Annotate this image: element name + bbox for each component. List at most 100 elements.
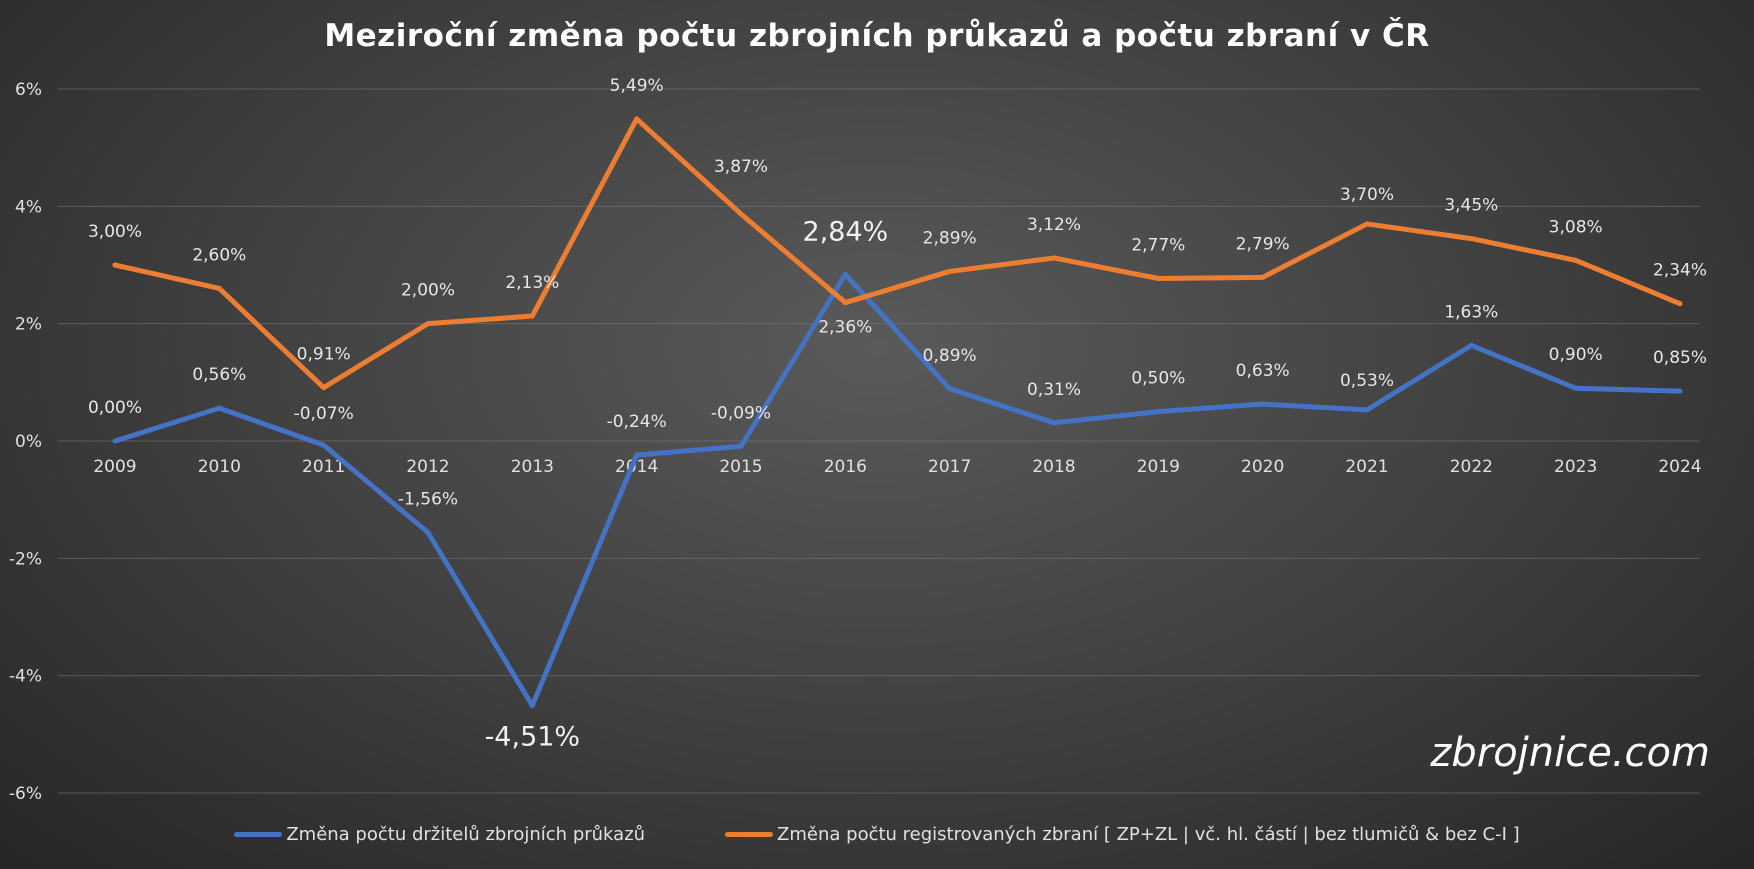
data-point-s1: [1364, 221, 1370, 227]
data-label-s1: 2,89%: [923, 228, 977, 248]
data-point-s0: [1468, 342, 1474, 348]
x-tick-label: 2010: [198, 457, 241, 477]
y-tick-label: -6%: [9, 784, 42, 804]
data-point-s1: [1155, 275, 1161, 281]
x-tick-label: 2009: [93, 457, 136, 477]
data-label-s1: 2,77%: [1131, 235, 1185, 255]
data-label-s1: 0,91%: [297, 345, 351, 365]
data-label-s0: -4,51%: [485, 722, 581, 753]
data-label-s0: 2,84%: [802, 216, 888, 247]
x-tick-label: 2017: [928, 457, 971, 477]
y-tick-label: 6%: [15, 80, 42, 100]
chart-title: Meziroční změna počtu zbrojních průkazů …: [324, 18, 1430, 54]
x-tick-label: 2013: [511, 457, 554, 477]
legend-item-weapons[interactable]: Změna počtu registrovaných zbraní [ ZP+Z…: [725, 824, 1520, 845]
data-point-s0: [738, 443, 744, 449]
y-tick-label: -2%: [9, 549, 42, 569]
data-label-s0: 1,63%: [1444, 302, 1498, 322]
data-label-s1: 3,08%: [1549, 217, 1603, 237]
y-tick-label: 0%: [15, 432, 42, 452]
x-tick-label: 2012: [406, 457, 449, 477]
x-tick-label: 2019: [1137, 457, 1180, 477]
data-point-s0: [947, 386, 953, 392]
data-point-s0: [425, 530, 431, 536]
data-label-s0: 0,31%: [1027, 380, 1081, 400]
data-label-s0: 0,63%: [1236, 361, 1290, 381]
data-label-s0: 0,85%: [1653, 348, 1707, 368]
data-point-s1: [1573, 257, 1579, 263]
data-point-s0: [321, 442, 327, 448]
x-tick-label: 2022: [1450, 457, 1493, 477]
data-label-s0: -0,09%: [711, 403, 771, 423]
data-label-s0: -0,07%: [294, 404, 354, 424]
data-point-s0: [112, 438, 118, 444]
data-point-s0: [1051, 420, 1057, 426]
legend-label-weapons: Změna počtu registrovaných zbraní [ ZP+Z…: [777, 824, 1520, 845]
data-point-s0: [634, 452, 640, 458]
data-label-s0: -0,24%: [607, 412, 667, 432]
data-point-s0: [842, 271, 848, 277]
data-label-s1: 2,36%: [818, 318, 872, 338]
x-tick-label: 2020: [1241, 457, 1284, 477]
legend-item-holders[interactable]: Změna počtu držitelů zbrojních průkazů: [234, 824, 645, 845]
series-line-1: [112, 116, 1683, 391]
legend-label-holders: Změna počtu držitelů zbrojních průkazů: [286, 824, 646, 845]
data-point-s1: [738, 211, 744, 217]
data-point-s1: [842, 300, 848, 306]
data-label-s0: 0,90%: [1549, 345, 1603, 365]
data-label-s1: 3,00%: [88, 222, 142, 242]
data-label-s1: 2,00%: [401, 281, 455, 301]
data-label-s0: -1,56%: [398, 490, 458, 510]
data-point-s0: [529, 703, 535, 709]
data-point-s1: [1260, 274, 1266, 280]
y-tick-label: 2%: [15, 315, 42, 335]
data-point-s1: [112, 262, 118, 268]
data-point-s0: [1364, 407, 1370, 413]
data-label-s1: 2,13%: [505, 273, 559, 293]
data-point-s0: [1677, 388, 1683, 394]
data-label-s0: 0,56%: [192, 365, 246, 385]
legend-swatch-holders: [234, 832, 283, 837]
data-point-s0: [1573, 385, 1579, 391]
legend-swatch-weapons: [725, 832, 774, 837]
x-tick-label: 2011: [302, 457, 345, 477]
data-point-s1: [947, 268, 953, 274]
data-point-s1: [425, 321, 431, 327]
data-point-s0: [216, 405, 222, 411]
data-point-s0: [1260, 401, 1266, 407]
legend: Změna počtu držitelů zbrojních průkazů Z…: [0, 824, 1754, 845]
x-tick-label: 2018: [1032, 457, 1075, 477]
data-point-s1: [1468, 236, 1474, 242]
data-point-s1: [321, 385, 327, 391]
data-point-s0: [1155, 409, 1161, 415]
x-tick-label: 2014: [615, 457, 658, 477]
y-tick-label: 4%: [15, 197, 42, 217]
data-point-s1: [1051, 255, 1057, 261]
data-label-s1: 2,79%: [1236, 234, 1290, 254]
data-label-s0: 0,89%: [923, 346, 977, 366]
data-label-s1: 3,87%: [714, 157, 768, 177]
x-tick-label: 2015: [719, 457, 762, 477]
x-tick-label: 2023: [1554, 457, 1597, 477]
data-label-s1: 5,49%: [610, 76, 664, 96]
data-label-s1: 3,70%: [1340, 185, 1394, 205]
data-label-s0: 0,00%: [88, 398, 142, 418]
x-tick-label: 2024: [1658, 457, 1701, 477]
y-tick-label: -4%: [9, 667, 42, 687]
data-label-s0: 0,50%: [1131, 369, 1185, 389]
data-label-s1: 3,12%: [1027, 215, 1081, 235]
data-point-s1: [634, 116, 640, 122]
data-label-s1: 2,60%: [192, 245, 246, 265]
data-label-s1: 2,34%: [1653, 261, 1707, 281]
data-point-s1: [529, 313, 535, 319]
series-line-0: [112, 271, 1683, 709]
data-label-s1: 3,45%: [1444, 196, 1498, 216]
data-point-s1: [1677, 301, 1683, 307]
data-label-s0: 0,53%: [1340, 371, 1394, 391]
x-tick-label: 2016: [824, 457, 867, 477]
data-point-s1: [216, 285, 222, 291]
x-tick-label: 2021: [1345, 457, 1388, 477]
watermark: zbrojnice.com: [1430, 730, 1710, 776]
